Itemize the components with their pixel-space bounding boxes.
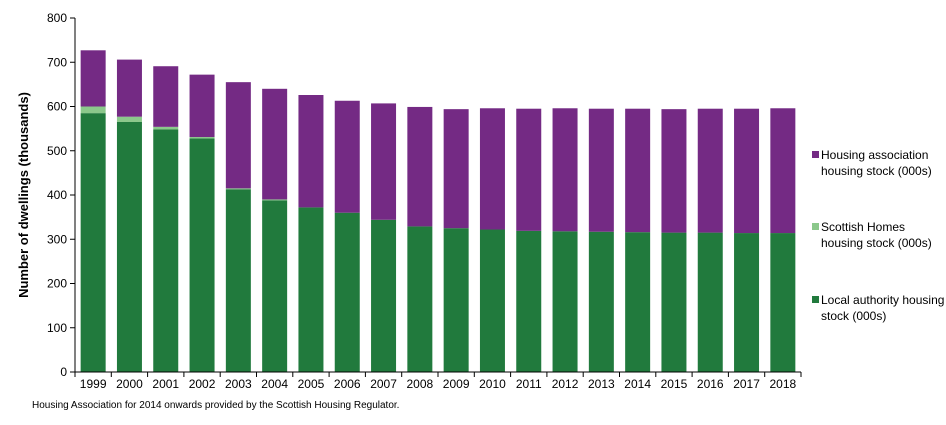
- bar-segment-2001-series-1: [153, 126, 179, 130]
- bar-segment-2018-series-0: [770, 233, 796, 372]
- y-tick-label-800: 800: [47, 11, 67, 25]
- bar-segment-2015-series-2: [661, 109, 687, 233]
- bar-segment-2000-series-0: [116, 121, 142, 373]
- bar-segment-2017-series-0: [734, 233, 760, 372]
- x-tick-label-2009: 2009: [443, 377, 470, 391]
- axes-group: 0 100 200 300 400 500 600 700 800 1999 2000 2001 200…: [47, 11, 802, 391]
- legend-label-series-0: Local authority housing stock (000s): [821, 293, 945, 323]
- bar-segment-2009-series-2: [443, 109, 469, 229]
- bar-segment-2015-series-0: [661, 232, 687, 372]
- bar-segment-2000-series-1: [116, 116, 142, 122]
- bar-segment-2014-series-0: [625, 232, 651, 372]
- y-tick-label-100: 100: [47, 321, 67, 335]
- stacked-bar-chart: 0 100 200 300 400 500 600 700 800 1999 2000 2001 200…: [16, 11, 802, 391]
- x-tick-label-2017: 2017: [733, 377, 760, 391]
- bar-segment-2002-series-1: [189, 137, 215, 139]
- bar-segment-2010-series-0: [479, 229, 505, 372]
- bar-segment-2009-series-0: [443, 228, 469, 372]
- bar-segment-2013-series-0: [588, 231, 614, 372]
- x-tick-label-2015: 2015: [661, 377, 688, 391]
- x-tick-label-2002: 2002: [189, 377, 216, 391]
- bar-segment-2000-series-2: [116, 59, 142, 117]
- x-tick-label-2004: 2004: [261, 377, 288, 391]
- x-tick-label-2012: 2012: [552, 377, 579, 391]
- bar-segment-2007-series-2: [371, 103, 397, 220]
- bar-segment-1999-series-2: [80, 50, 106, 107]
- bar-segment-2012-series-2: [552, 108, 578, 232]
- x-tick-label-2008: 2008: [406, 377, 433, 391]
- bar-segment-2003-series-1: [225, 188, 251, 190]
- bar-segment-2018-series-2: [770, 108, 796, 234]
- y-tick-label-500: 500: [47, 144, 67, 158]
- bar-segment-2002-series-0: [189, 138, 215, 372]
- x-tick-label-2016: 2016: [697, 377, 724, 391]
- x-tick-label-2000: 2000: [116, 377, 143, 391]
- bar-segment-1999-series-0: [80, 113, 106, 372]
- y-tick-label-400: 400: [47, 188, 67, 202]
- y-tick-label-300: 300: [47, 232, 67, 246]
- legend-label-series-2: Housing association housing stock (000s): [821, 148, 932, 178]
- x-tick-label-2006: 2006: [334, 377, 361, 391]
- bar-segment-2004-series-0: [262, 200, 288, 372]
- bar-segment-2016-series-2: [697, 108, 723, 233]
- y-tick-label-0: 0: [60, 365, 67, 379]
- x-tick-label-2014: 2014: [624, 377, 651, 391]
- y-tick-label-200: 200: [47, 277, 67, 291]
- x-tick-label-2007: 2007: [370, 377, 397, 391]
- bar-segment-2002-series-2: [189, 74, 215, 138]
- bar-segment-2004-series-2: [262, 88, 288, 200]
- bar-segment-2005-series-0: [298, 207, 324, 372]
- bar-segment-2003-series-0: [225, 189, 251, 372]
- bar-segment-2012-series-0: [552, 231, 578, 372]
- bar-segment-2008-series-2: [407, 106, 433, 227]
- bar-segment-2011-series-2: [516, 108, 542, 231]
- bar-segment-2001-series-2: [153, 66, 179, 127]
- bar-segment-2004-series-1: [262, 199, 288, 201]
- bar-segment-2003-series-2: [225, 82, 251, 189]
- x-tick-label-2001: 2001: [152, 377, 179, 391]
- bar-segment-2014-series-2: [625, 108, 651, 233]
- y-axis-title: Number of dwellings (thousands): [16, 92, 31, 298]
- legend-swatch-series-0: [812, 296, 819, 303]
- bar-segment-2007-series-0: [371, 219, 397, 372]
- x-tick-label-2010: 2010: [479, 377, 506, 391]
- x-tick-label-2018: 2018: [769, 377, 796, 391]
- bar-segment-2005-series-2: [298, 95, 324, 208]
- bar-segment-2006-series-0: [334, 212, 360, 372]
- bar-segment-2008-series-0: [407, 226, 433, 372]
- bar-segment-2001-series-0: [153, 129, 179, 372]
- x-tick-label-2011: 2011: [516, 377, 542, 391]
- y-tick-label-700: 700: [47, 55, 67, 69]
- footnote: Housing Association for 2014 onwards pro…: [32, 400, 400, 411]
- bar-segment-2011-series-0: [516, 230, 542, 372]
- x-tick-label-2005: 2005: [298, 377, 325, 391]
- legend: Housing association housing stock (000s)…: [812, 0, 946, 360]
- bar-segment-2006-series-2: [334, 100, 360, 213]
- bar-segment-2013-series-2: [588, 108, 614, 232]
- bar-segment-2017-series-2: [734, 108, 760, 234]
- bar-segment-1999-series-1: [80, 106, 106, 114]
- x-tick-label-2013: 2013: [588, 377, 615, 391]
- x-tick-label-1999: 1999: [80, 377, 107, 391]
- legend-swatch-series-1: [812, 223, 819, 230]
- bar-segment-2010-series-2: [479, 108, 505, 230]
- legend-label-series-1: Scottish Homes housing stock (000s): [821, 220, 932, 250]
- legend-swatch-series-2: [812, 151, 819, 158]
- x-tick-label-2003: 2003: [225, 377, 252, 391]
- bar-segment-2016-series-0: [697, 232, 723, 372]
- y-tick-label-600: 600: [47, 100, 67, 114]
- bars-group: [80, 50, 796, 373]
